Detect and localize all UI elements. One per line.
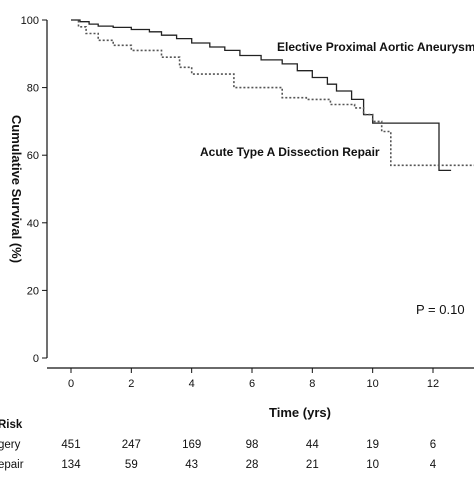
x-tick-label: 6 <box>249 378 255 390</box>
risk-value: 169 <box>182 439 201 451</box>
risk-value: 43 <box>185 459 198 471</box>
x-tick-label: 4 <box>189 378 195 390</box>
risk-table: Risk gery 451 247 169 98 44 19 6 epair 134 59 43 28 21… <box>0 419 437 471</box>
risk-row-label: epair <box>0 459 24 471</box>
risk-value: 44 <box>306 439 319 451</box>
x-tick-label: 8 <box>309 378 315 390</box>
x-tick-label: 0 <box>68 378 74 390</box>
risk-value: 21 <box>306 459 319 471</box>
risk-value: 28 <box>246 459 259 471</box>
y-tick-label: 0 <box>33 353 39 365</box>
risk-value: 6 <box>430 439 436 451</box>
risk-value: 247 <box>122 439 141 451</box>
risk-row-label: gery <box>0 439 21 451</box>
y-tick-label: 60 <box>27 150 39 162</box>
x-tick-label: 12 <box>427 378 439 390</box>
risk-value: 4 <box>430 459 437 471</box>
risk-value: 134 <box>61 459 81 471</box>
risk-value: 98 <box>246 439 259 451</box>
x-tick-label: 10 <box>367 378 379 390</box>
labels-layer: 0 20 40 60 80 100 0 2 4 6 8 10 12 Time (yrs) Cumulativ… <box>9 15 474 420</box>
axes <box>42 19 474 373</box>
p-value: P = 0.10 <box>416 302 465 317</box>
x-axis-title: Time (yrs) <box>269 405 331 420</box>
series-dissection-curve <box>71 19 474 167</box>
series-elective-curve <box>71 19 452 172</box>
risk-value: 10 <box>366 459 379 471</box>
risk-value: 451 <box>61 439 80 451</box>
y-tick-label: 20 <box>27 285 39 297</box>
risk-value: 59 <box>125 459 138 471</box>
annotation-dissection: Acute Type A Dissection Repair <box>200 145 380 159</box>
series-layer <box>71 19 474 172</box>
y-axis-title: Cumulative Survival (%) <box>9 115 24 263</box>
x-tick-label: 2 <box>128 378 134 390</box>
y-tick-label: 80 <box>27 83 39 95</box>
y-tick-label: 100 <box>21 15 39 27</box>
y-tick-label: 40 <box>27 218 39 230</box>
risk-header: Risk <box>0 419 23 431</box>
risk-value: 19 <box>366 439 379 451</box>
annotation-elective: Elective Proximal Aortic Aneurysm <box>277 40 474 54</box>
